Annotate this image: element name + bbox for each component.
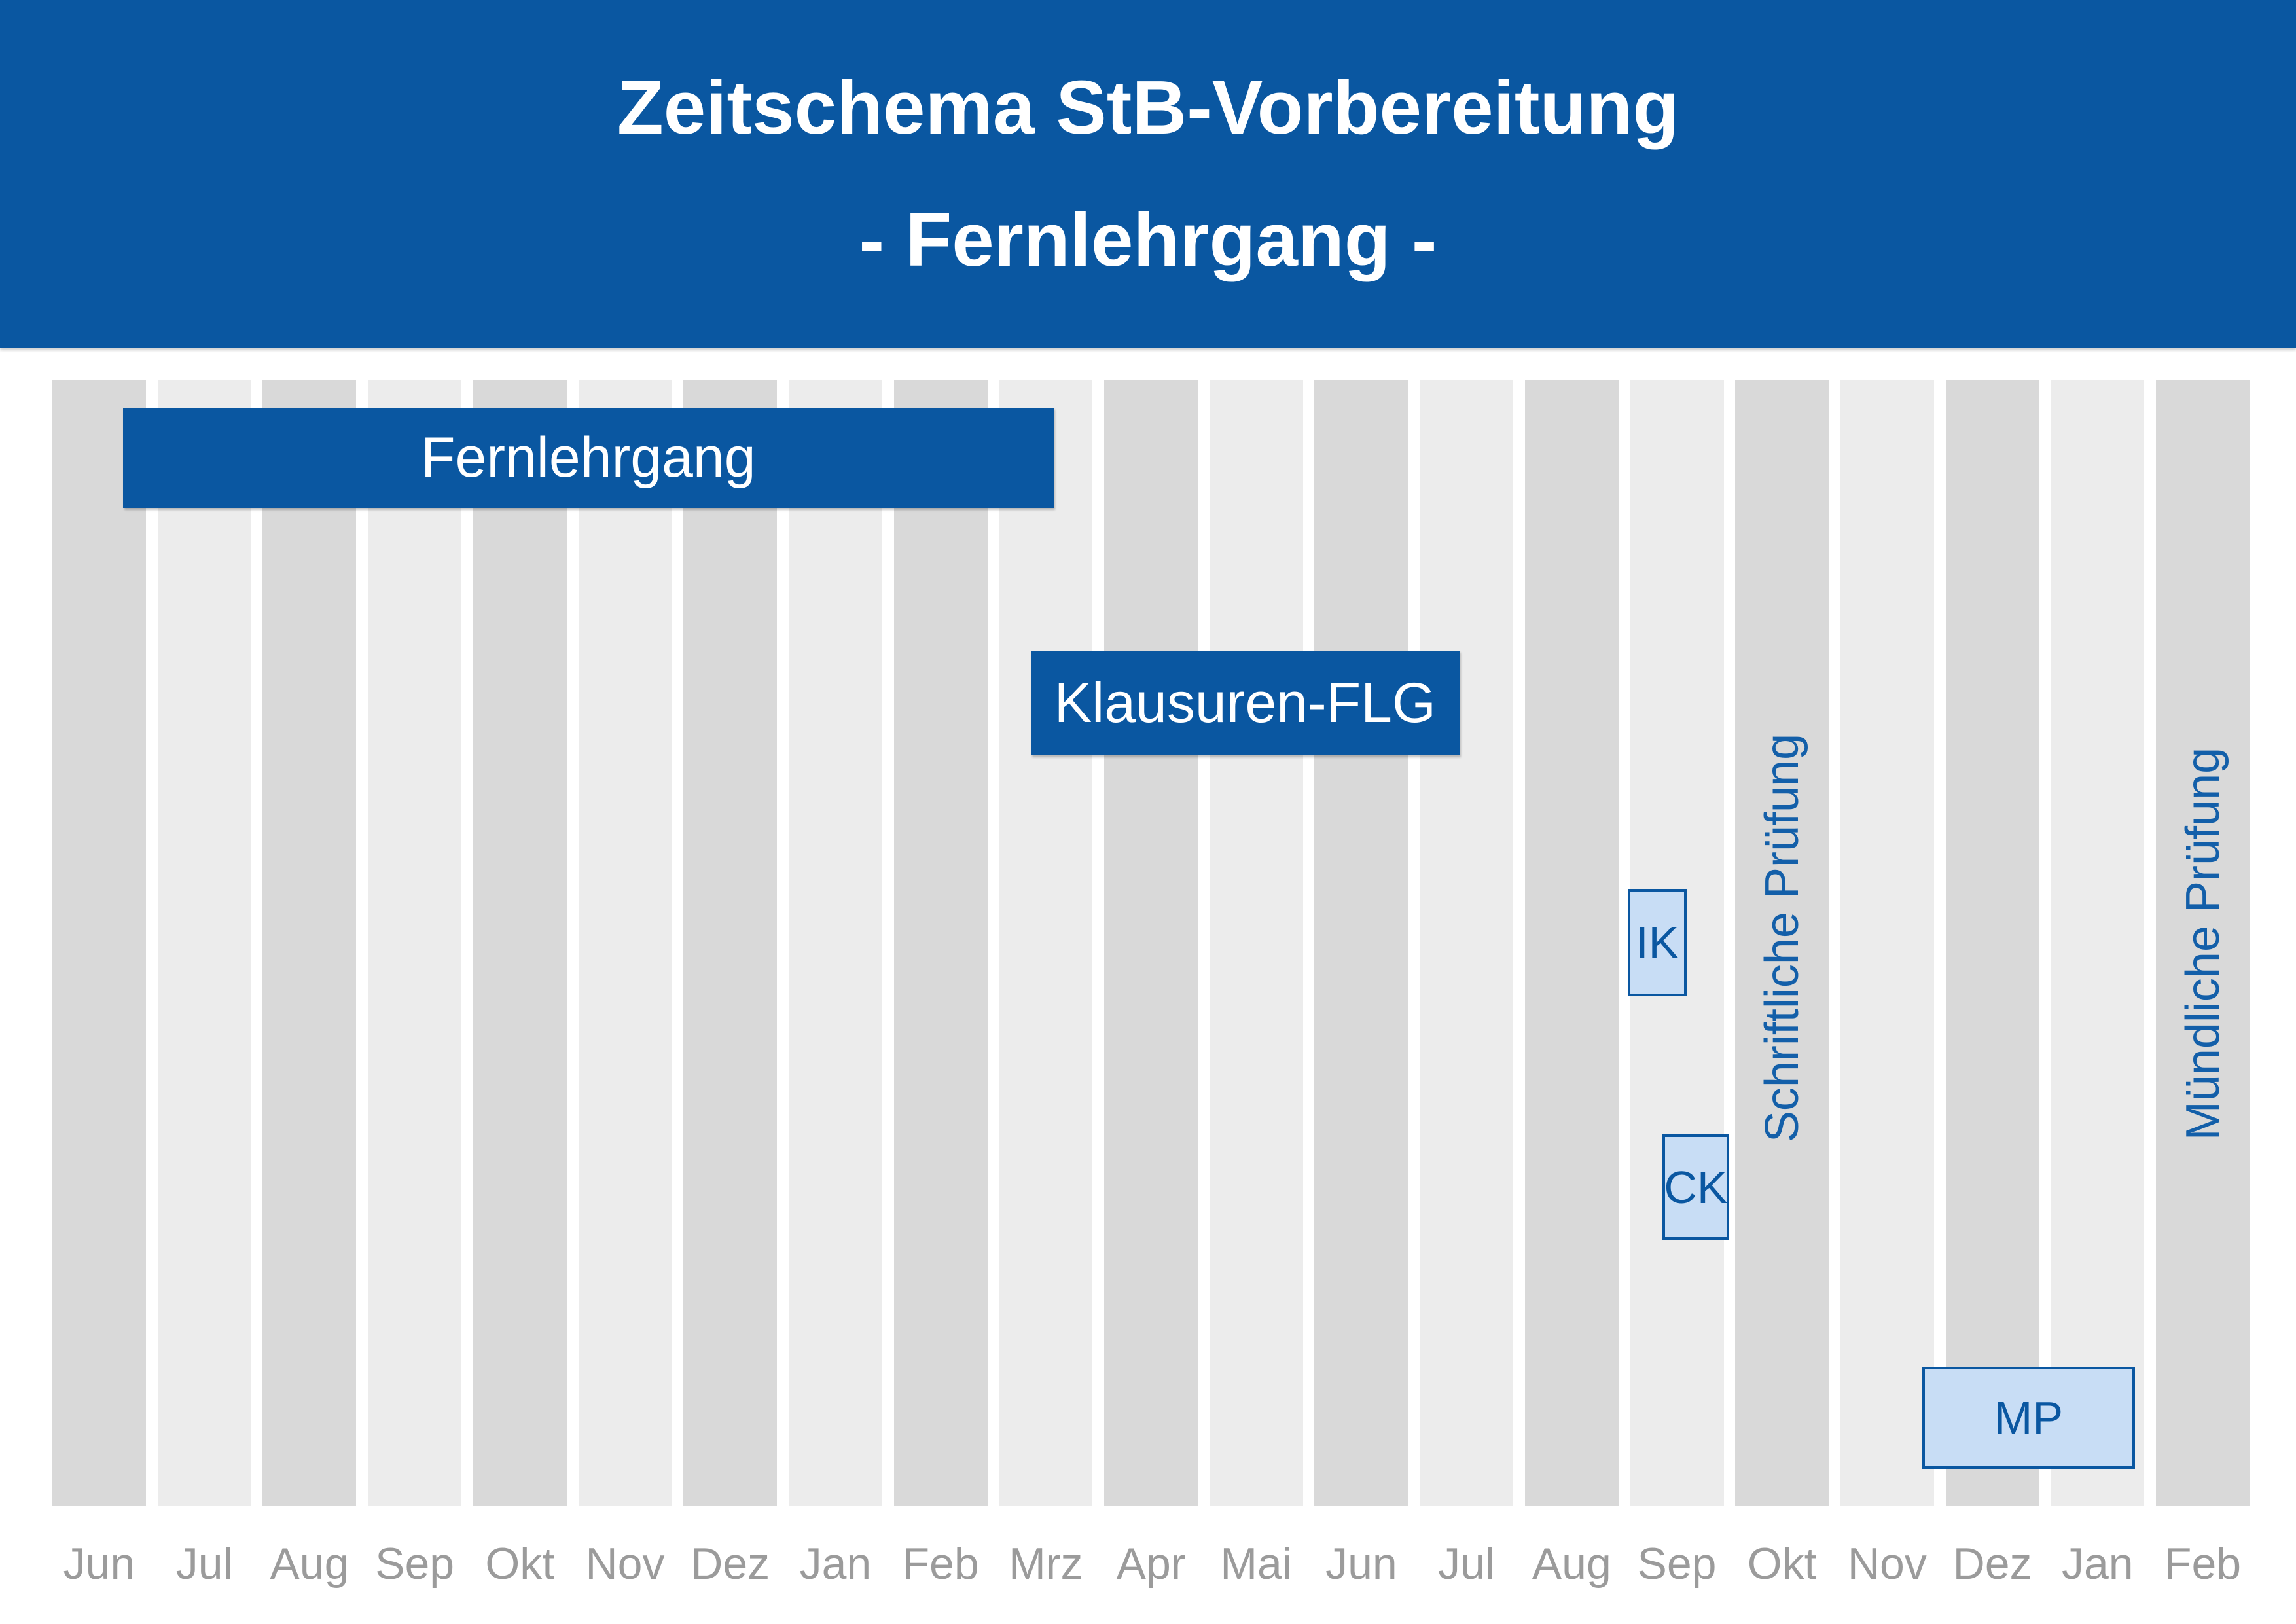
page-title: Zeitschema StB-Vorbereitung — [617, 65, 1679, 151]
month-column-8-feb — [893, 380, 988, 1506]
month-label-9-mrz: Mrz — [1009, 1539, 1083, 1589]
month-column-13-jul — [1420, 380, 1514, 1506]
page-subtitle: - Fernlehrgang - — [859, 197, 1437, 282]
month-label-20-feb: Feb — [2164, 1539, 2242, 1589]
month-label-5-nov: Nov — [585, 1539, 665, 1589]
task-ik: IK — [1628, 889, 1687, 996]
month-column-0-jun — [52, 380, 146, 1506]
month-label-15-sep: Sep — [1637, 1539, 1717, 1589]
month-label-12-jun: Jun — [1325, 1539, 1397, 1589]
month-column-10-apr — [1104, 380, 1198, 1506]
month-label-18-dez: Dez — [1952, 1539, 2032, 1589]
month-column-2-aug — [262, 380, 357, 1506]
month-column-1-jul — [157, 380, 251, 1506]
month-label-7-jan: Jan — [799, 1539, 872, 1589]
month-label-10-apr: Apr — [1116, 1539, 1186, 1589]
title-banner: Zeitschema StB-Vorbereitung - Fernlehrga… — [0, 0, 2296, 348]
month-column-16-okt — [1735, 380, 1829, 1506]
month-label-1-jul: Jul — [175, 1539, 233, 1589]
month-label-17-nov: Nov — [1847, 1539, 1927, 1589]
month-column-3-sep — [368, 380, 462, 1506]
month-column-5-nov — [578, 380, 672, 1506]
month-label-8-feb: Feb — [902, 1539, 979, 1589]
month-column-12-jun — [1314, 380, 1408, 1506]
task-fernlehrgang: Fernlehrgang — [122, 408, 1054, 508]
month-label-16-okt: Okt — [1747, 1539, 1817, 1589]
month-column-6-dez — [683, 380, 778, 1506]
month-column-17-nov — [1840, 380, 1934, 1506]
month-label-14-aug: Aug — [1532, 1539, 1611, 1589]
month-label-13-jul: Jul — [1438, 1539, 1496, 1589]
month-column-9-mrz — [999, 380, 1093, 1506]
month-label-0-jun: Jun — [63, 1539, 135, 1589]
task-ck: CK — [1662, 1134, 1729, 1240]
month-label-4-okt: Okt — [485, 1539, 555, 1589]
month-column-11-mai — [1209, 380, 1303, 1506]
task-klausuren-flg: Klausuren-FLG — [1030, 651, 1460, 755]
month-label-3-sep: Sep — [375, 1539, 455, 1589]
month-column-4-okt — [473, 380, 567, 1506]
month-column-7-jan — [788, 380, 882, 1506]
month-label-19-jan: Jan — [2061, 1539, 2134, 1589]
month-label-11-mai: Mai — [1220, 1539, 1292, 1589]
month-column-19-jan — [2051, 380, 2145, 1506]
column-annotation-m-ndliche-pr-fung: Mündliche Prüfung — [2176, 747, 2229, 1141]
month-label-2-aug: Aug — [270, 1539, 350, 1589]
month-column-18-dez — [1945, 380, 2039, 1506]
task-mp: MP — [1922, 1367, 2135, 1469]
month-label-6-dez: Dez — [691, 1539, 770, 1589]
month-column-20-feb — [2156, 380, 2250, 1506]
month-column-14-aug — [1524, 380, 1619, 1506]
column-annotation-schriftliche-pr-fung: Schriftliche Prüfung — [1755, 733, 1808, 1143]
